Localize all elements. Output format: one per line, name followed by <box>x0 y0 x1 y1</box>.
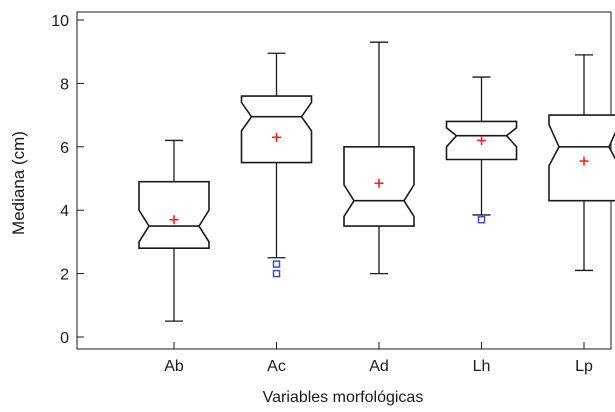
mean-marker <box>477 135 486 145</box>
box-ac <box>240 52 313 278</box>
y-tick-label: 2 <box>60 267 69 284</box>
box-lp <box>548 54 615 272</box>
mean-marker <box>374 178 384 188</box>
x-tick-label: Lp <box>575 358 593 375</box>
notched-box <box>138 180 210 249</box>
y-tick-label: 10 <box>51 13 69 30</box>
boxes-layer <box>138 41 615 322</box>
x-tick-label: Ab <box>164 358 184 375</box>
box-lh <box>445 76 518 224</box>
mean-marker <box>169 215 179 225</box>
mean-marker <box>272 132 281 142</box>
x-tick-label: Ac <box>267 358 286 375</box>
outlier-point <box>272 269 281 278</box>
mean-marker <box>579 156 589 166</box>
y-axis-label: Mediana (cm) <box>9 131 28 235</box>
x-tick-label: Ad <box>369 358 389 375</box>
box-ab <box>138 139 210 322</box>
y-axis: 0 2 4 6 8 10 <box>51 13 84 347</box>
y-tick-label: 0 <box>60 330 69 347</box>
x-tick-label: Lh <box>473 358 491 375</box>
y-tick-label: 4 <box>60 203 69 220</box>
x-axis: Ab Ac Ad Lh Lp <box>164 342 593 375</box>
y-tick-label: 6 <box>60 140 69 157</box>
box-ad <box>343 41 415 275</box>
notched-box <box>548 114 615 202</box>
notched-box <box>240 95 313 164</box>
y-tick-label: 8 <box>60 76 69 93</box>
x-axis-label: Variables morfológicas <box>263 389 424 406</box>
outlier-point <box>477 215 486 224</box>
outlier-point <box>272 260 281 268</box>
